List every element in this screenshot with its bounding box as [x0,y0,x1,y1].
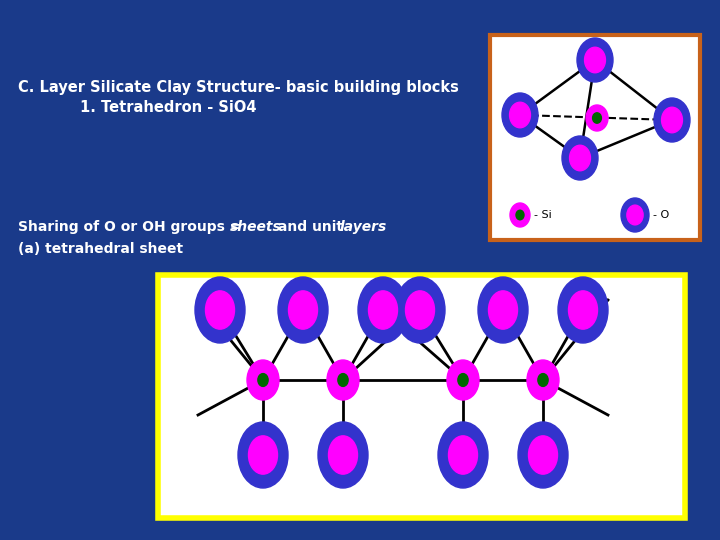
Ellipse shape [338,374,348,387]
Ellipse shape [558,277,608,343]
Ellipse shape [510,102,531,128]
Ellipse shape [405,291,434,329]
Ellipse shape [527,360,559,400]
Text: Sharing of O or OH groups =: Sharing of O or OH groups = [18,220,246,234]
Ellipse shape [510,203,530,227]
Text: (a) tetrahedral sheet: (a) tetrahedral sheet [18,242,183,256]
Ellipse shape [258,374,268,387]
Ellipse shape [621,198,649,232]
Text: 1. Tetrahedron - SiO4: 1. Tetrahedron - SiO4 [80,100,256,115]
Ellipse shape [327,360,359,400]
Ellipse shape [395,277,445,343]
Ellipse shape [289,291,318,329]
Ellipse shape [627,205,643,225]
Ellipse shape [593,113,601,123]
Ellipse shape [195,277,245,343]
Ellipse shape [358,277,408,343]
Ellipse shape [502,93,538,137]
Ellipse shape [516,210,524,220]
Ellipse shape [662,107,683,133]
Ellipse shape [538,374,548,387]
Ellipse shape [278,277,328,343]
Ellipse shape [248,436,277,474]
Text: C. Layer Silicate Clay Structure- basic building blocks: C. Layer Silicate Clay Structure- basic … [18,80,459,95]
Ellipse shape [328,436,358,474]
Ellipse shape [458,374,468,387]
Ellipse shape [369,291,397,329]
Ellipse shape [528,436,557,474]
Ellipse shape [488,291,518,329]
Ellipse shape [577,38,613,82]
Ellipse shape [238,422,288,488]
Ellipse shape [518,422,568,488]
Ellipse shape [585,47,606,73]
Ellipse shape [447,360,479,400]
Ellipse shape [562,136,598,180]
Ellipse shape [438,422,488,488]
Text: - Si: - Si [534,210,552,220]
Ellipse shape [449,436,477,474]
Ellipse shape [318,422,368,488]
Ellipse shape [478,277,528,343]
Ellipse shape [205,291,235,329]
Ellipse shape [569,291,598,329]
Text: - O: - O [653,210,670,220]
Ellipse shape [570,145,590,171]
FancyBboxPatch shape [158,275,685,518]
Ellipse shape [654,98,690,142]
Ellipse shape [586,105,608,131]
Text: and unit: and unit [273,220,348,234]
Text: sheets: sheets [230,220,282,234]
Text: layers: layers [340,220,387,234]
Ellipse shape [247,360,279,400]
FancyBboxPatch shape [490,35,700,240]
